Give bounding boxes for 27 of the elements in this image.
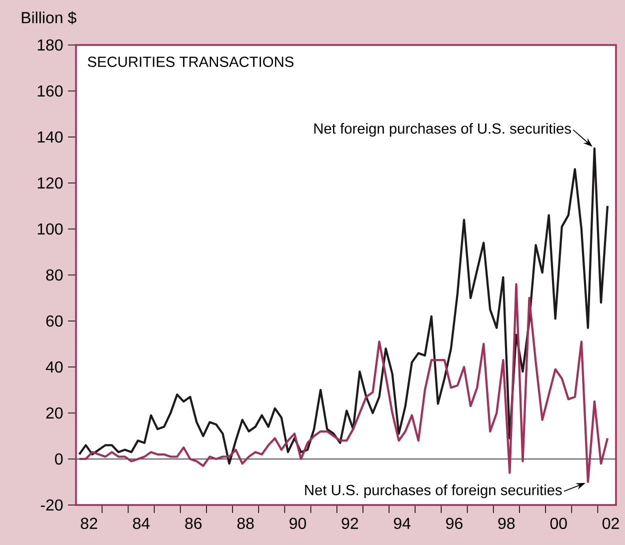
x-tick-label: 94 [394, 518, 411, 530]
y-tick-label: 100 [38, 223, 63, 235]
y-tick-label: 60 [46, 315, 63, 327]
x-tick-label: 88 [237, 518, 254, 530]
y-tick-label: 180 [38, 39, 63, 51]
y-tick-label: 160 [38, 85, 63, 97]
x-tick-label: 98 [498, 518, 515, 530]
y-tick-label: -20 [40, 499, 63, 511]
annotation: Net foreign purchases of U.S. securities [314, 122, 571, 137]
x-tick-label: 96 [446, 518, 462, 530]
x-tick-label: 92 [342, 518, 358, 530]
x-tick-label: 90 [290, 518, 306, 530]
line-series [78, 147, 609, 465]
x-tick-label: 02 [602, 518, 619, 530]
y-axis-title: Billion $ [22, 11, 76, 24]
x-tick-label: 00 [550, 518, 567, 530]
annotation: Net U.S. purchases of foreign securities [305, 484, 562, 498]
x-tick-label: 84 [133, 518, 150, 530]
text: SECURITIES TRANSACTIONS [88, 56, 294, 67]
y-tick-label: 0 [55, 453, 63, 465]
y-tick-label: 20 [46, 407, 63, 419]
y-tick-label: 120 [38, 177, 63, 189]
y-tick-label: 40 [46, 361, 63, 373]
x-tick-label: 86 [185, 518, 202, 530]
x-tick-label: 82 [80, 518, 98, 530]
y-tick-label: 80 [46, 269, 63, 281]
y-tick-label: 140 [38, 131, 63, 143]
